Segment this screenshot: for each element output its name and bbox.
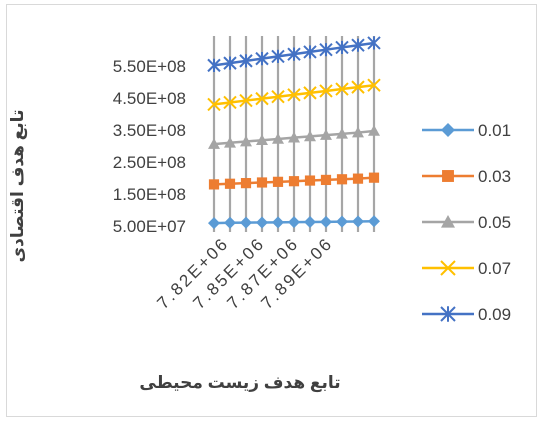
series-0.01 xyxy=(208,215,380,229)
square-marker xyxy=(289,176,299,186)
diamond-marker xyxy=(441,123,455,137)
legend-item: 0.07 xyxy=(422,259,511,278)
y-axis-title: تابع هدف اقتصادی xyxy=(8,110,28,263)
square-marker xyxy=(273,177,283,187)
x-axis-title: تابع هدف زیست محیطی xyxy=(139,373,340,393)
square-marker xyxy=(241,178,251,188)
y-tick-label: 5.00E+07 xyxy=(113,217,186,236)
square-marker xyxy=(369,173,379,183)
legend-label: 0.03 xyxy=(478,167,511,186)
diamond-marker xyxy=(336,216,348,228)
y-tick-label: 2.50E+08 xyxy=(113,153,186,172)
square-marker xyxy=(225,179,235,189)
diamond-marker xyxy=(272,216,284,228)
legend-item: 0.01 xyxy=(422,121,511,140)
legend-item: 0.09 xyxy=(422,305,511,324)
diamond-marker xyxy=(256,216,268,228)
square-marker xyxy=(442,170,454,182)
diamond-marker xyxy=(368,215,380,227)
diamond-marker xyxy=(224,217,236,229)
legend-label: 0.09 xyxy=(478,305,511,324)
diamond-marker xyxy=(240,217,252,229)
legend-label: 0.07 xyxy=(478,259,511,278)
square-marker xyxy=(321,175,331,185)
diamond-marker xyxy=(304,216,316,228)
y-tick-labels: 5.50E+08 4.50E+08 3.50E+08 2.50E+08 1.50E+08… xyxy=(113,57,186,236)
x-tick-labels: 7.82E+067.85E+067.87E+067.89E+06 xyxy=(153,233,336,312)
legend-label: 0.05 xyxy=(478,213,511,232)
y-tick-label: 3.50E+08 xyxy=(113,121,186,140)
square-marker xyxy=(209,179,219,189)
square-marker xyxy=(337,174,347,184)
legend-item: 0.03 xyxy=(422,167,511,186)
diamond-marker xyxy=(352,216,364,228)
legend-item: 0.05 xyxy=(422,213,511,232)
y-tick-label: 1.50E+08 xyxy=(113,185,186,204)
square-marker xyxy=(353,174,363,184)
diamond-marker xyxy=(320,216,332,228)
square-marker xyxy=(305,175,315,185)
diamond-marker xyxy=(288,216,300,228)
legend-label: 0.01 xyxy=(478,121,511,140)
legend: 0.01 0.03 0.05 0.07 0.09 xyxy=(422,121,511,324)
y-tick-label: 4.50E+08 xyxy=(113,89,186,108)
square-marker xyxy=(257,177,267,187)
y-tick-label: 5.50E+08 xyxy=(113,57,186,76)
diamond-marker xyxy=(208,217,220,229)
